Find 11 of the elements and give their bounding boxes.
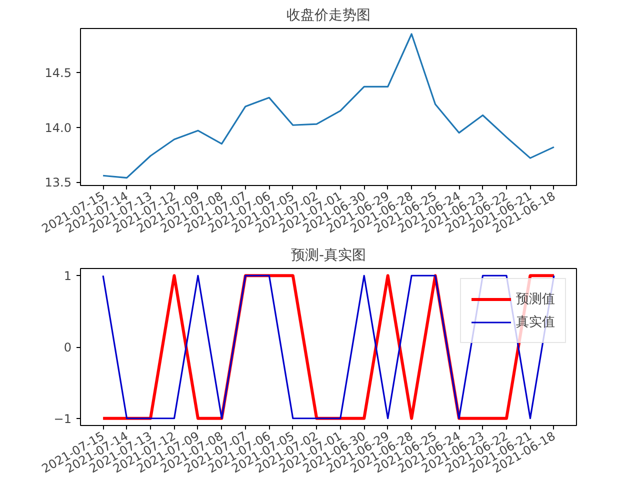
- y-tick-label: 0: [64, 340, 72, 354]
- y-tick-label: 14.0: [44, 120, 72, 135]
- y-tick-label: −1: [54, 412, 72, 426]
- legend-label: 预测值: [516, 291, 555, 308]
- line-series: [102, 33, 555, 179]
- y-tick-label: 13.5: [44, 176, 72, 190]
- chart-title: 收盘价走势图: [286, 8, 370, 24]
- y-tick-label: 1: [64, 269, 72, 284]
- legend-label: 真实值: [516, 314, 555, 331]
- chart-title: 预测-真实图: [290, 248, 366, 264]
- y-tick-label: 14.5: [44, 66, 72, 80]
